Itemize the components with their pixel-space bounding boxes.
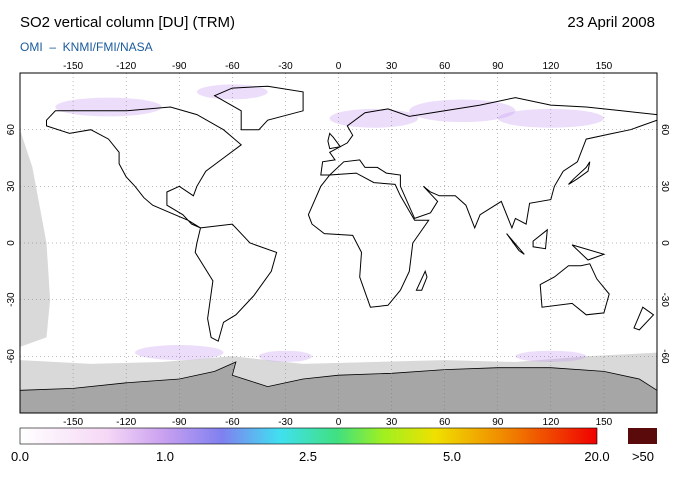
colorbar-label: 2.5	[299, 449, 317, 464]
coastline	[194, 223, 278, 342]
lat-tick-label: -60	[6, 349, 17, 364]
coastline	[415, 269, 428, 291]
so2-patch	[409, 99, 516, 123]
coastline	[571, 244, 606, 261]
coastline	[46, 106, 243, 229]
coastline	[568, 161, 591, 185]
lat-tick-label: -30	[659, 292, 670, 307]
so2-patch	[515, 350, 587, 362]
lat-tick-label: -30	[6, 292, 17, 307]
coastline	[506, 233, 525, 255]
lon-tick-label: 90	[492, 417, 504, 428]
lon-tick-label: -60	[225, 417, 240, 428]
lon-tick-label: 60	[439, 417, 451, 428]
coastline	[633, 306, 655, 331]
lon-tick-label: 120	[542, 61, 559, 72]
coastline	[213, 85, 304, 131]
coastline	[327, 132, 342, 150]
lat-tick-label: 0	[659, 240, 670, 246]
lat-tick-label: 0	[6, 240, 17, 246]
lon-tick-label: 150	[596, 417, 613, 428]
so2-patch	[329, 108, 419, 128]
lon-tick-label: -120	[116, 61, 136, 72]
lon-tick-label: 0	[336, 61, 342, 72]
lon-tick-label: -150	[63, 417, 83, 428]
lon-tick-label: -30	[278, 61, 293, 72]
colorbar-overflow	[628, 428, 657, 444]
lon-tick-label: 90	[492, 61, 504, 72]
lon-tick-label: -120	[116, 417, 136, 428]
so2-patch	[55, 97, 162, 117]
colorbar-label: 5.0	[443, 449, 461, 464]
colorbar-label: 20.0	[584, 449, 609, 464]
coastline	[320, 97, 657, 230]
subtitle: OMI – KNMI/FMI/NASA	[20, 40, 153, 54]
lon-tick-label: 60	[439, 61, 451, 72]
so2-patch	[135, 345, 224, 361]
lon-tick-label: 150	[596, 61, 613, 72]
lat-tick-label: 60	[659, 124, 670, 136]
coastline	[532, 228, 548, 250]
lon-tick-label: -90	[172, 417, 187, 428]
no-data-region	[20, 129, 51, 347]
lat-tick-label: 30	[6, 180, 17, 192]
colorbar-label: 0.0	[11, 449, 29, 464]
lon-tick-label: -60	[225, 61, 240, 72]
map-frame	[19, 72, 658, 414]
lon-tick-label: 0	[336, 417, 342, 428]
map-area	[20, 73, 657, 413]
lat-tick-label: 60	[6, 124, 17, 136]
lon-tick-label: -90	[172, 61, 187, 72]
lat-tick-label: 30	[659, 181, 670, 193]
antarctica	[20, 361, 657, 413]
lon-tick-label: 30	[386, 417, 398, 428]
colorbar	[19, 427, 598, 445]
colorbar-label: 1.0	[156, 449, 174, 464]
so2-patch	[258, 350, 312, 362]
lon-tick-label: -30	[278, 417, 293, 428]
date: 23 April 2008	[567, 14, 655, 31]
so2-patch	[497, 108, 604, 128]
colorbar-overflow-label: >50	[632, 449, 654, 464]
lat-tick-label: -60	[659, 349, 670, 364]
lon-tick-label: -150	[63, 61, 83, 72]
lon-tick-label: 30	[386, 61, 398, 72]
coastline	[539, 263, 610, 316]
title: SO2 vertical column [DU] (TRM)	[20, 14, 235, 31]
lon-tick-label: 120	[542, 417, 559, 428]
coastline	[307, 172, 430, 308]
